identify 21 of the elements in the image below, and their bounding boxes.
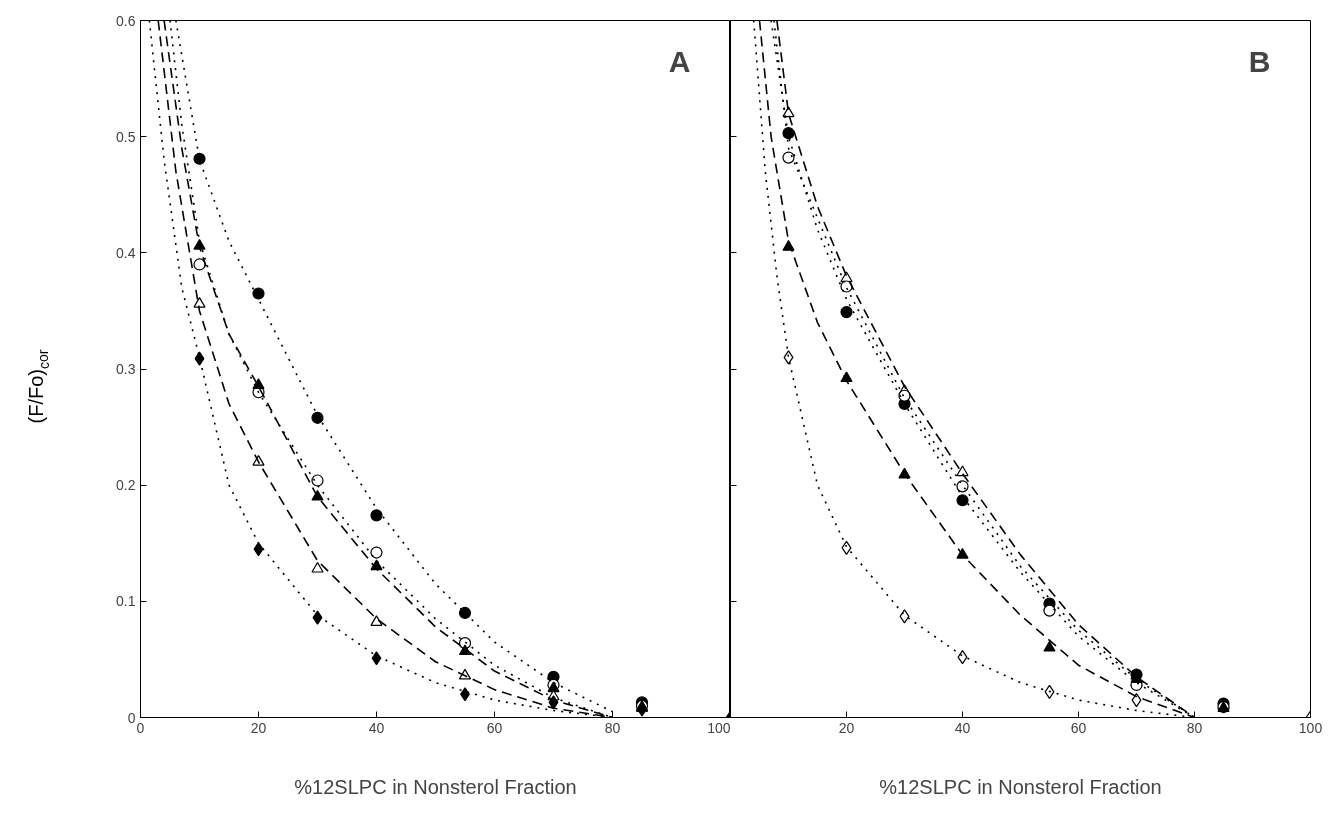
y-tick-label: 0.4 <box>116 244 136 261</box>
y-tick-label: 0.2 <box>116 477 136 494</box>
x-tick-label: 40 <box>368 719 385 736</box>
x-tick-label: 60 <box>1070 719 1087 736</box>
x-axis-title: %12SLPC in Nonsterol Fraction <box>879 775 1162 798</box>
y-axis-title: (F/Fo)cor <box>24 349 52 424</box>
x-tick-label: 20 <box>838 719 855 736</box>
y-tick-label: 0.3 <box>116 361 136 377</box>
annotation: A <box>668 44 691 78</box>
y-tick-label: 0.5 <box>116 128 136 145</box>
x-tick-label: 60 <box>486 719 503 736</box>
x-tick-label: 20 <box>250 719 267 736</box>
x-tick-label: 100 <box>1298 719 1323 736</box>
y-tick-label: 0.6 <box>116 12 136 29</box>
y-tick-label: 0.1 <box>116 593 136 610</box>
x-tick-label: 80 <box>1186 719 1203 736</box>
x-axis-title: %12SLPC in Nonsterol Fraction <box>294 775 577 798</box>
annotation: B <box>1248 44 1271 78</box>
x-tick-label: 100 <box>707 719 731 736</box>
x-tick-label: 40 <box>954 719 971 736</box>
x-tick-label: 80 <box>604 719 621 736</box>
